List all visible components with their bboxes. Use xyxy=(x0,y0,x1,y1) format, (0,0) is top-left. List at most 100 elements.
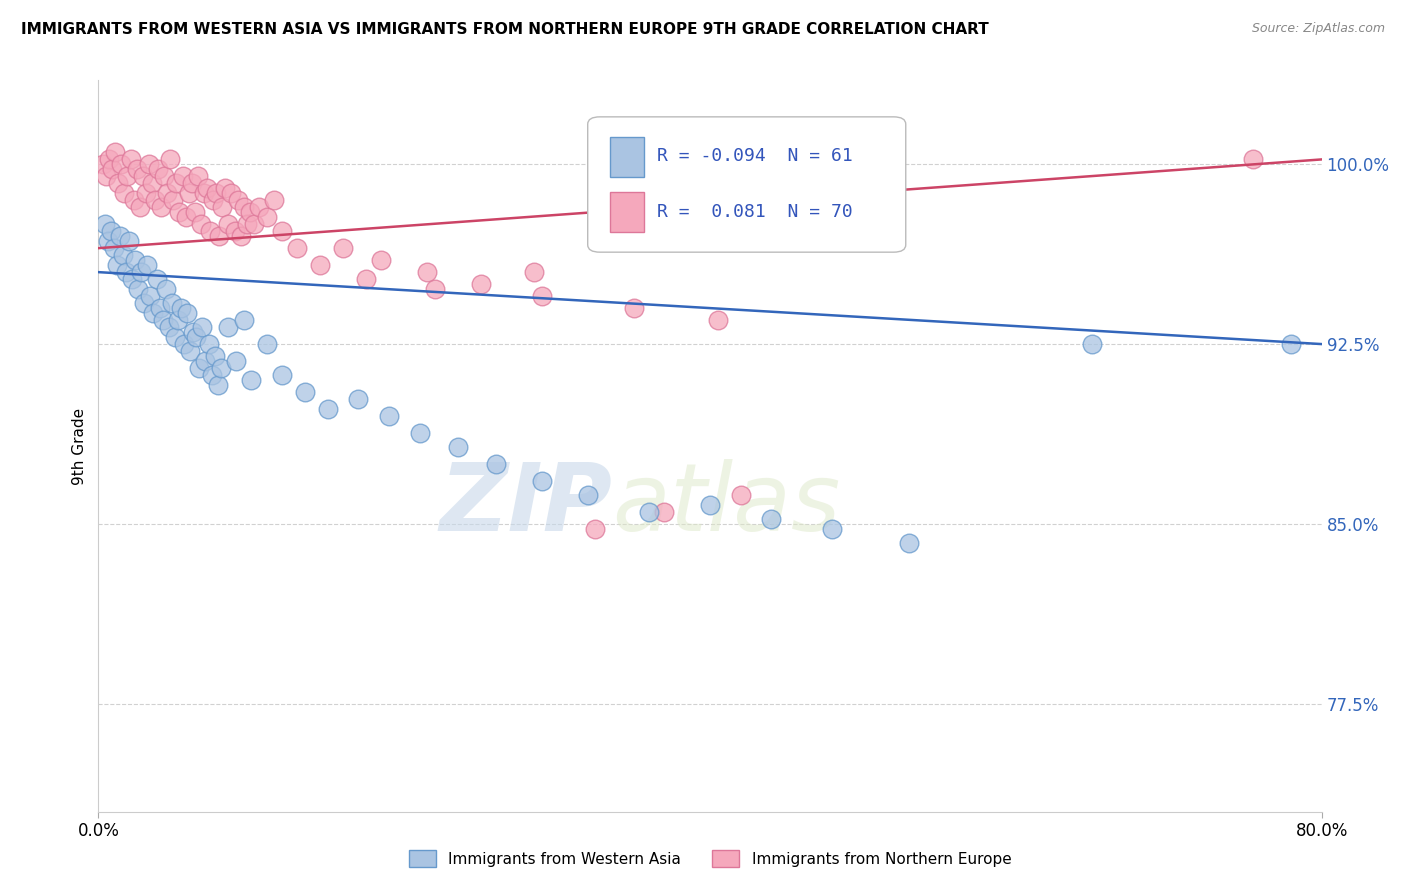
Point xyxy=(1279,337,1302,351)
Point xyxy=(270,224,294,238)
Point xyxy=(176,306,198,320)
Point xyxy=(332,241,354,255)
Point xyxy=(235,217,257,231)
Point xyxy=(247,200,270,214)
Text: R =  0.081  N = 70: R = 0.081 N = 70 xyxy=(658,203,853,221)
Point xyxy=(152,313,174,327)
Point xyxy=(160,296,183,310)
Point xyxy=(125,161,148,176)
Point xyxy=(1241,153,1264,167)
Point xyxy=(423,282,446,296)
Point xyxy=(897,536,920,550)
Point xyxy=(180,177,202,191)
Point xyxy=(224,224,246,238)
Point xyxy=(623,301,645,315)
Point xyxy=(146,161,169,176)
Point xyxy=(187,169,209,184)
Point xyxy=(101,161,124,176)
Point xyxy=(256,337,278,351)
Point xyxy=(211,200,233,214)
Point xyxy=(209,361,232,376)
Point xyxy=(186,330,208,344)
Point xyxy=(91,157,114,171)
Point xyxy=(240,373,263,387)
Text: IMMIGRANTS FROM WESTERN ASIA VS IMMIGRANTS FROM NORTHERN EUROPE 9TH GRADE CORREL: IMMIGRANTS FROM WESTERN ASIA VS IMMIGRAN… xyxy=(21,22,988,37)
Point xyxy=(730,488,752,502)
Point xyxy=(470,277,492,292)
Point xyxy=(637,505,661,519)
Point xyxy=(141,177,163,191)
Legend: Immigrants from Western Asia, Immigrants from Northern Europe: Immigrants from Western Asia, Immigrants… xyxy=(402,844,1018,873)
Point xyxy=(200,368,222,383)
Point xyxy=(134,296,156,310)
Point xyxy=(530,474,553,488)
Point xyxy=(174,210,197,224)
Point xyxy=(208,229,231,244)
Point xyxy=(193,186,215,200)
Point xyxy=(197,337,219,351)
Point xyxy=(232,313,254,327)
Text: ZIP: ZIP xyxy=(439,458,612,550)
Point xyxy=(408,425,430,440)
Text: atlas: atlas xyxy=(612,459,841,550)
Point xyxy=(135,186,157,200)
FancyBboxPatch shape xyxy=(588,117,905,252)
Point xyxy=(129,265,152,279)
Point xyxy=(294,385,316,400)
Point xyxy=(107,177,129,191)
Point xyxy=(170,301,193,315)
Point xyxy=(194,354,217,368)
Point xyxy=(214,181,236,195)
Point xyxy=(523,265,546,279)
Point xyxy=(118,234,141,248)
Point xyxy=(169,205,191,219)
Point xyxy=(98,153,121,167)
Point xyxy=(167,313,190,327)
Point xyxy=(155,282,177,296)
Point xyxy=(110,157,132,171)
Point xyxy=(143,193,166,207)
Point xyxy=(136,258,159,272)
Point xyxy=(112,186,135,200)
Point xyxy=(256,210,278,224)
Point xyxy=(172,169,194,184)
Point xyxy=(153,169,176,184)
FancyBboxPatch shape xyxy=(610,136,644,177)
Point xyxy=(447,440,470,454)
Point xyxy=(207,377,229,392)
Point xyxy=(821,522,844,536)
Point xyxy=(181,325,204,339)
Point xyxy=(263,193,285,207)
Point xyxy=(232,200,254,214)
Point xyxy=(111,248,134,262)
Point xyxy=(239,205,262,219)
Point xyxy=(93,217,115,231)
Point xyxy=(121,272,143,286)
Point xyxy=(583,522,606,536)
Point xyxy=(285,241,308,255)
Point xyxy=(576,488,599,502)
Point xyxy=(127,282,149,296)
Point xyxy=(139,289,162,303)
Point xyxy=(163,330,186,344)
Point xyxy=(184,205,207,219)
Point xyxy=(128,200,150,214)
Point xyxy=(100,224,122,238)
Point xyxy=(652,505,675,519)
Point xyxy=(103,241,125,255)
Point xyxy=(229,229,252,244)
Point xyxy=(124,253,146,268)
Point xyxy=(150,200,173,214)
Point xyxy=(205,186,228,200)
Point xyxy=(761,512,783,526)
Point xyxy=(104,145,127,160)
Point xyxy=(142,306,165,320)
Point xyxy=(706,313,728,327)
Point xyxy=(378,409,401,423)
Text: Source: ZipAtlas.com: Source: ZipAtlas.com xyxy=(1251,22,1385,36)
Point xyxy=(354,272,377,286)
Point xyxy=(195,181,218,195)
Point xyxy=(202,193,225,207)
Point xyxy=(157,320,180,334)
Point xyxy=(530,289,553,303)
